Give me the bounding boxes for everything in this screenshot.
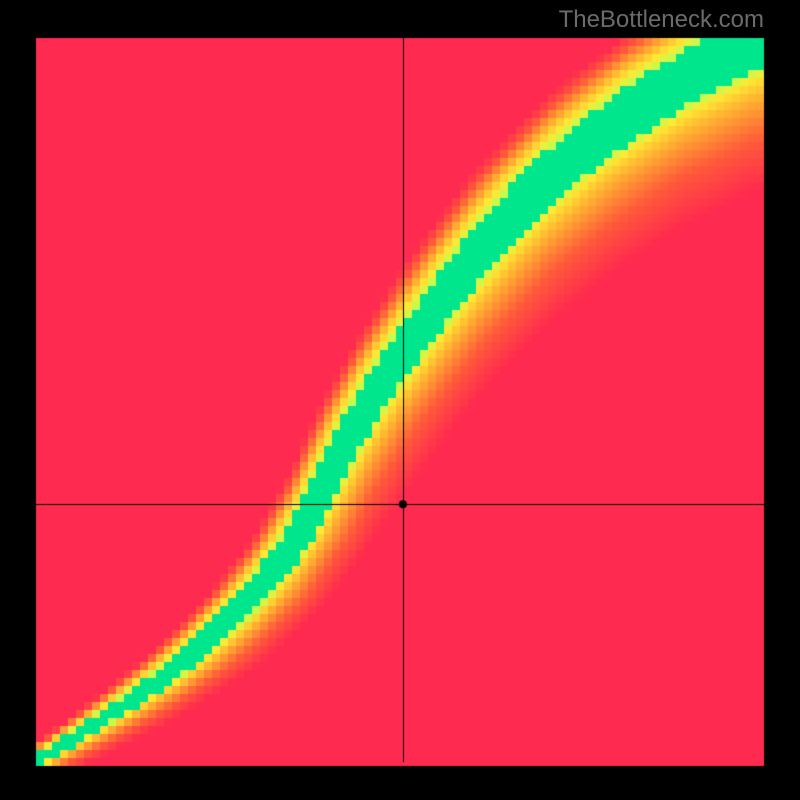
bottleneck-heatmap	[0, 0, 800, 800]
watermark-text: TheBottleneck.com	[559, 6, 764, 34]
chart-stage: { "canvas": { "width": 800, "height": 80…	[0, 0, 800, 800]
